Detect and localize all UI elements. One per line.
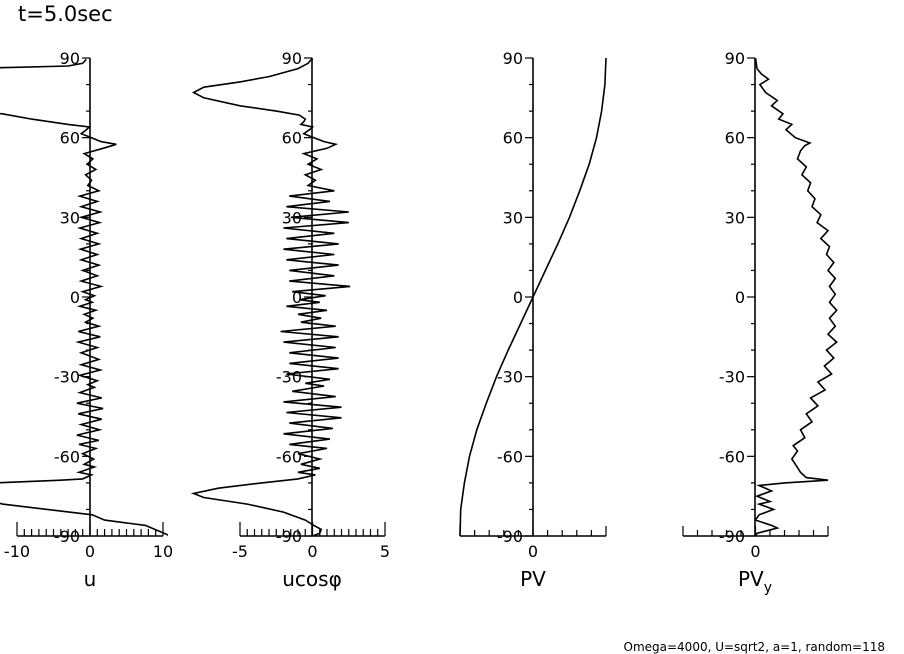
- series-line-PVy: [754, 57, 838, 537]
- y-tick-label: -90: [497, 527, 523, 546]
- series-line-PV: [459, 57, 607, 537]
- x-axis-label: ucosφ: [282, 567, 342, 591]
- y-tick-label: 60: [282, 129, 302, 148]
- y-tick-label: 30: [60, 208, 80, 227]
- x-tick-label: 0: [528, 542, 538, 561]
- x-axis-label: PVy: [738, 567, 772, 596]
- y-tick-label: -30: [497, 368, 523, 387]
- x-tick-label: 5: [380, 542, 390, 561]
- panel-u: 90 60 30 0 -30 -60 -90 -10 0 10 u: [0, 49, 173, 591]
- y-tick-label: -60: [719, 447, 745, 466]
- y-tick-label: 30: [725, 208, 745, 227]
- y-tick-label: -60: [276, 447, 302, 466]
- x-axis-label: u: [84, 567, 97, 591]
- panel-pv: 90 60 30 0 -30 -60 -90 0 PV: [459, 49, 607, 591]
- y-tick-label: -60: [497, 447, 523, 466]
- panel-pvy: 90 60 30 0 -30 -60 -90 0 PVy: [682, 49, 838, 596]
- y-tick-label: 90: [282, 49, 302, 68]
- y-tick-label: 90: [725, 49, 745, 68]
- x-tick-label: -10: [4, 542, 30, 561]
- y-tick-label: -60: [54, 447, 80, 466]
- y-tick-label: 90: [60, 49, 80, 68]
- series-line-ucosφ: [190, 57, 351, 537]
- y-tick-label: 0: [735, 288, 745, 307]
- y-tick-label: 60: [725, 129, 745, 148]
- y-tick-label: 60: [60, 129, 80, 148]
- x-tick-label: -5: [232, 542, 248, 561]
- x-tick-label: 0: [85, 542, 95, 561]
- y-tick-label: 30: [503, 208, 523, 227]
- x-axis-label: PV: [520, 567, 546, 591]
- series-line-u: [0, 58, 168, 536]
- y-tick-label: 60: [503, 129, 523, 148]
- figure-title: t=5.0sec: [18, 2, 113, 26]
- x-tick-label: 10: [153, 542, 173, 561]
- y-tick-label: -90: [276, 527, 302, 546]
- y-tick-label: -90: [719, 527, 745, 546]
- y-tick-label: 0: [70, 288, 80, 307]
- y-tick-label: -30: [276, 368, 302, 387]
- y-tick-label: 0: [513, 288, 523, 307]
- y-tick-label: -30: [54, 368, 80, 387]
- parameter-footnote: Omega=4000, U=sqrt2, a=1, random=118: [624, 640, 886, 654]
- x-tick-label: 0: [750, 542, 760, 561]
- y-tick-label: -90: [54, 527, 80, 546]
- y-tick-label: 0: [292, 288, 302, 307]
- x-tick-label: 0: [307, 542, 317, 561]
- y-tick-label: 90: [503, 49, 523, 68]
- y-tick-label: -30: [719, 368, 745, 387]
